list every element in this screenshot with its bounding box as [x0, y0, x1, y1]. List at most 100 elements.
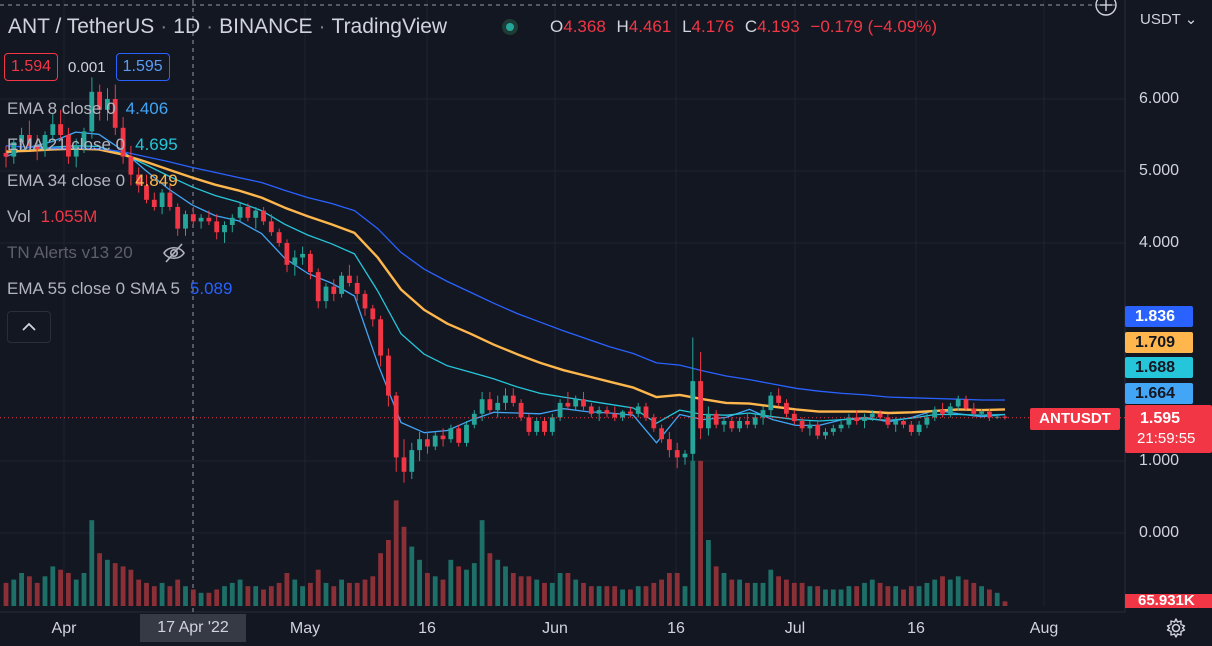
sell-button[interactable]: 1.594 [4, 53, 59, 81]
volume-bar [815, 586, 821, 606]
volume-bar [549, 582, 555, 606]
volume-bar [518, 576, 524, 606]
volume-bar [81, 573, 87, 606]
crosshair-date-label: 17 Apr '22 [140, 614, 246, 642]
volume-bar [456, 566, 462, 606]
indicator-ema21[interactable]: EMA 21 close 0 4.695 [7, 135, 178, 155]
volume-bar [510, 573, 516, 606]
collapse-legend-button[interactable] [7, 311, 51, 343]
ema34-price-tag: 1.709 [1125, 332, 1193, 353]
candle-body [635, 406, 641, 414]
volume-bar [120, 566, 126, 606]
candle-body [729, 421, 735, 429]
indicator-ema34[interactable]: EMA 34 close 0 4.849 [7, 171, 178, 191]
indicator-label: EMA 21 close 0 [7, 135, 126, 154]
volume-bar [924, 582, 930, 606]
volume-bar [42, 576, 48, 606]
candle-body [222, 225, 227, 233]
candle-body [81, 131, 87, 146]
indicator-value: 4.695 [135, 135, 178, 154]
volume-bar [112, 563, 118, 606]
currency-label: USDT [1140, 11, 1181, 28]
indicator-label: Vol [7, 207, 31, 226]
candle-body [674, 450, 680, 458]
candle-body [971, 408, 977, 414]
candle-body [869, 413, 875, 418]
candle-body [885, 417, 891, 425]
interval-label[interactable]: 1D [173, 15, 201, 38]
volume-bar [706, 540, 711, 606]
indicator-value: 1.055M [40, 207, 98, 226]
candle-body [50, 124, 56, 135]
indicator-ema8[interactable]: EMA 8 close 0 4.406 [7, 99, 168, 119]
candle-body [417, 439, 422, 451]
candle-body [752, 417, 758, 425]
indicator-ema55[interactable]: EMA 55 close 0 SMA 5 5.089 [7, 279, 232, 299]
volume-bar [573, 579, 579, 606]
market-status-icon[interactable] [502, 19, 518, 35]
volume-bar [994, 592, 1000, 606]
candle-body [628, 411, 633, 414]
candle-body [253, 210, 259, 218]
candle-body [815, 424, 821, 436]
volume-bar [331, 586, 337, 606]
volume-bar [198, 592, 204, 606]
volume-bar [534, 579, 540, 606]
y-tick: 4.000 [1139, 234, 1180, 251]
candle-body [799, 421, 805, 429]
candle-body [261, 210, 266, 222]
volume-bar [784, 579, 789, 606]
candle-body [706, 413, 711, 429]
candle-body [838, 424, 844, 429]
volume-bar [971, 582, 977, 606]
x-tick: 16 [907, 620, 925, 637]
volume-bar [846, 586, 852, 606]
candle-body [518, 402, 524, 418]
settings-gear-icon[interactable] [1164, 616, 1188, 640]
candle-body [432, 435, 438, 447]
volume-bar [908, 586, 914, 606]
candle-body [901, 421, 906, 425]
volume-bar [300, 586, 305, 606]
candle-body [34, 145, 40, 150]
high-value: 4.461 [628, 17, 672, 36]
candle-body [526, 417, 532, 432]
candle-body [456, 428, 462, 443]
indicator-label: EMA 8 close 0 [7, 99, 116, 118]
x-tick: Aug [1029, 620, 1059, 637]
candle-body [58, 124, 63, 135]
volume-bar [581, 582, 586, 606]
currency-selector[interactable]: USDT ⌄ [1140, 10, 1197, 28]
candle-body [768, 395, 774, 411]
volume-bar [315, 569, 321, 606]
volume-bar [596, 586, 602, 606]
volume-bar [370, 576, 376, 606]
volume-bar [417, 559, 422, 606]
chevron-down-icon: ⌄ [1184, 11, 1198, 28]
volume-bar [237, 579, 243, 606]
volume-bar [440, 579, 446, 606]
symbol-name[interactable]: ANT / TetherUS [8, 15, 155, 38]
volume-bar [752, 582, 758, 606]
candle-body [292, 257, 298, 265]
volume-bar [667, 573, 672, 606]
indicator-value: 4.406 [125, 99, 169, 118]
x-tick: Jul [784, 620, 806, 637]
volume-bar [183, 586, 188, 606]
volume-bar [34, 582, 40, 606]
candle-body [370, 308, 376, 320]
candle-body [11, 142, 17, 157]
buy-button[interactable]: 1.595 [115, 53, 170, 81]
indicator-volume[interactable]: Vol 1.055M [7, 207, 97, 227]
volume-tag: 65.931K [1125, 594, 1212, 608]
add-plus-icon[interactable] [1093, 0, 1119, 18]
volume-bar [838, 589, 844, 606]
volume-bar [612, 586, 618, 606]
candle-body [190, 214, 196, 222]
volume-bar [347, 582, 352, 606]
bar-countdown: 21:59:55 [1137, 430, 1196, 447]
candle-body [401, 457, 407, 472]
indicator-tn-alerts[interactable]: TN Alerts v13 20 [7, 243, 133, 263]
eye-off-icon[interactable] [162, 242, 186, 264]
